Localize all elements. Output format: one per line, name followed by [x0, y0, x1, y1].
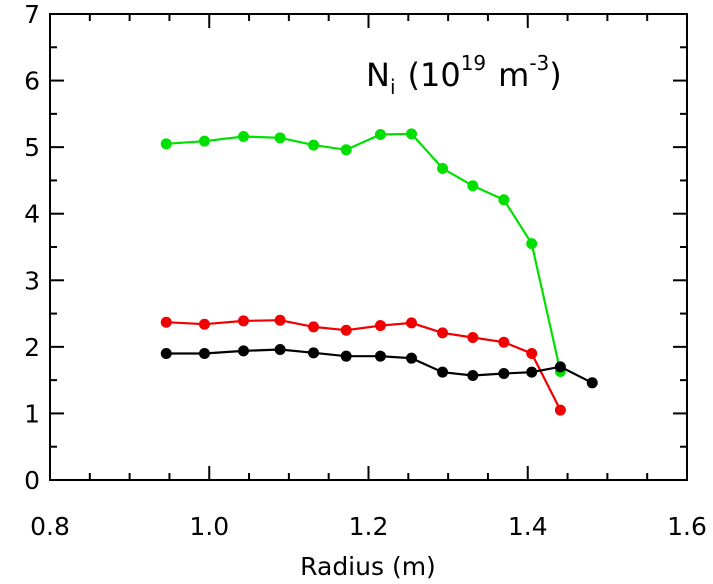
data-point: [554, 361, 566, 373]
data-point: [308, 347, 320, 359]
annotation-subscript: i: [390, 75, 396, 99]
data-point: [374, 320, 386, 332]
y-tick-label: 2: [24, 333, 40, 362]
data-point: [237, 130, 249, 142]
data-point: [526, 366, 538, 378]
data-point: [586, 377, 598, 389]
y-tick-label: 4: [24, 200, 40, 229]
series-1: [160, 314, 566, 416]
series-0: [160, 128, 566, 377]
data-point: [198, 318, 210, 330]
data-point: [526, 238, 538, 250]
data-point: [437, 162, 449, 174]
data-point: [467, 369, 479, 381]
x-tick-label: 1.6: [667, 512, 707, 541]
annotation-exp1: 19: [461, 51, 486, 75]
data-point: [554, 404, 566, 416]
annotation-exp2: -3: [529, 51, 549, 75]
data-point: [467, 180, 479, 192]
data-point: [237, 345, 249, 357]
data-point: [405, 128, 417, 140]
data-point: [437, 366, 449, 378]
data-point: [437, 327, 449, 339]
data-point: [308, 139, 320, 151]
data-point: [308, 321, 320, 333]
x-axis-label: Radius (m): [300, 552, 436, 581]
annotation: Ni (1019 m-3): [366, 51, 562, 99]
y-tick-label: 5: [24, 133, 40, 162]
data-point: [198, 348, 210, 360]
data-point: [498, 367, 510, 379]
annotation-unit: m: [498, 56, 529, 94]
data-point: [340, 350, 352, 362]
data-point: [237, 315, 249, 327]
data-point: [498, 336, 510, 348]
data-point: [160, 348, 172, 360]
y-tick-label: 7: [24, 0, 40, 29]
x-tick-label: 0.8: [30, 512, 70, 541]
data-point: [374, 350, 386, 362]
data-point: [405, 317, 417, 329]
data-point: [160, 316, 172, 328]
x-tick-label: 1.4: [508, 512, 548, 541]
data-point: [374, 128, 386, 140]
data-point: [340, 144, 352, 156]
data-point: [340, 324, 352, 336]
x-tick-label: 1.0: [189, 512, 229, 541]
axis-ticks: 0 1 2 3 4 5 6 7 0.8 1.0 1.2 1.4 1.6: [24, 0, 707, 541]
y-tick-label: 6: [24, 67, 40, 96]
series-layer: [160, 128, 598, 416]
data-point: [198, 135, 210, 147]
series-2: [160, 344, 598, 389]
data-point: [405, 352, 417, 364]
y-tick-label: 3: [24, 266, 40, 295]
data-point: [274, 314, 286, 326]
x-tick-label: 1.2: [349, 512, 389, 541]
data-point: [274, 132, 286, 144]
annotation-open: (10: [408, 56, 461, 94]
data-point: [467, 332, 479, 344]
data-point: [160, 138, 172, 150]
data-point: [526, 348, 538, 360]
data-point: [498, 194, 510, 206]
y-tick-label: 0: [24, 466, 40, 495]
y-tick-label: 1: [24, 399, 40, 428]
annotation-symbol: N: [366, 56, 390, 94]
data-point: [274, 344, 286, 356]
annotation-close: ): [549, 56, 561, 94]
